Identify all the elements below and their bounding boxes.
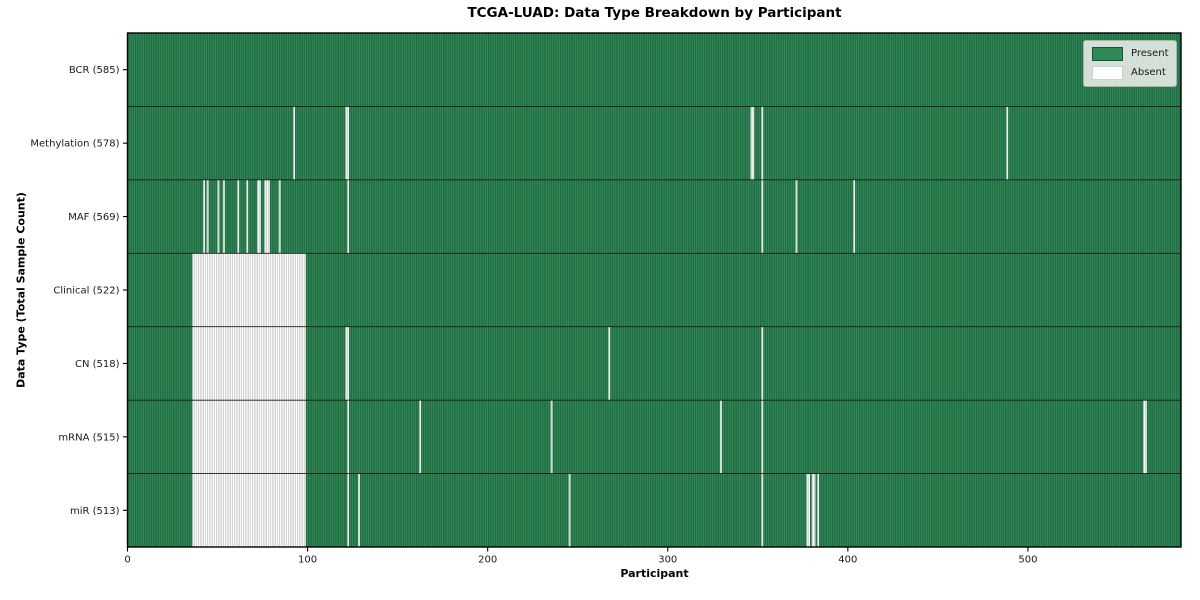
absent-block	[550, 400, 553, 474]
heatmap-row-Methylation	[127, 106, 1181, 180]
legend-item-present: Present	[1092, 47, 1169, 61]
legend: Present Absent	[1083, 40, 1177, 87]
absent-block	[1006, 106, 1009, 180]
absent-block	[568, 473, 571, 547]
absent-block	[222, 179, 225, 254]
absent-block	[761, 326, 764, 401]
x-axis-label: Participant	[620, 567, 689, 580]
absent-block	[761, 473, 764, 547]
absent-block	[345, 106, 350, 180]
absent-block	[246, 179, 249, 254]
heatmap-row-MAF	[127, 179, 1181, 254]
absent-block	[853, 179, 856, 254]
chart-title: TCGA-LUAD: Data Type Breakdown by Partic…	[467, 5, 842, 21]
absent-block	[419, 400, 422, 474]
absent-block	[192, 400, 306, 474]
legend-label-present: Present	[1131, 48, 1169, 59]
absent-block	[206, 179, 209, 254]
x-tick-label: 500	[1018, 555, 1037, 566]
absent-block	[358, 473, 360, 547]
absent-block	[264, 179, 270, 254]
absent-block	[795, 179, 798, 254]
absent-block	[719, 400, 722, 474]
absent-block	[608, 326, 611, 401]
heatmap-row-mRNA	[127, 400, 1181, 474]
absent-block	[347, 473, 350, 547]
absent-block	[257, 179, 261, 254]
x-tick-label: 300	[658, 555, 677, 566]
absent-block	[347, 400, 350, 474]
absent-block	[347, 179, 350, 254]
present-band	[127, 33, 1181, 107]
absent-block	[278, 179, 281, 254]
absent-block	[811, 473, 816, 547]
legend-present-swatch-icon	[1092, 47, 1123, 61]
legend-label-absent: Absent	[1131, 67, 1166, 78]
heatmap-row-miR	[127, 473, 1181, 547]
absent-block	[293, 106, 295, 180]
y-tick-label-BCR: BCR (585)	[69, 65, 120, 76]
y-tick-label-MAF: MAF (569)	[68, 212, 119, 223]
absent-block	[237, 179, 240, 254]
y-tick-label-mRNA: mRNA (515)	[58, 432, 119, 443]
absent-block	[817, 473, 820, 547]
absent-block	[806, 473, 811, 547]
heatmap-row-BCR	[127, 33, 1181, 107]
heatmap-row-Clinical	[127, 253, 1181, 327]
present-band	[127, 179, 1181, 254]
absent-block	[203, 179, 205, 254]
absent-block	[345, 326, 350, 401]
legend-item-absent: Absent	[1092, 66, 1168, 80]
absent-block	[761, 179, 764, 254]
absent-block	[192, 473, 306, 547]
legend-absent-swatch-icon	[1092, 66, 1123, 80]
y-tick-label-Clinical: Clinical (522)	[53, 286, 119, 297]
absent-block	[761, 400, 764, 474]
absent-block	[750, 106, 755, 180]
absent-block	[1143, 400, 1147, 474]
absent-block	[192, 326, 306, 401]
y-tick-label-miR: miR (513)	[70, 506, 120, 517]
y-axis-label: Data Type (Total Sample Count)	[14, 192, 28, 388]
heatmap-row-CN	[127, 326, 1181, 401]
absent-block	[192, 253, 306, 327]
absent-block	[217, 179, 220, 254]
x-tick-label: 0	[124, 555, 130, 566]
present-band	[127, 106, 1181, 180]
y-tick-label-CN: CN (518)	[75, 359, 120, 370]
x-tick-label: 100	[298, 555, 317, 566]
x-tick-label: 200	[478, 555, 497, 566]
x-tick-label: 400	[838, 555, 857, 566]
y-tick-label-Methylation: Methylation (578)	[30, 139, 119, 150]
absent-block	[761, 106, 764, 180]
